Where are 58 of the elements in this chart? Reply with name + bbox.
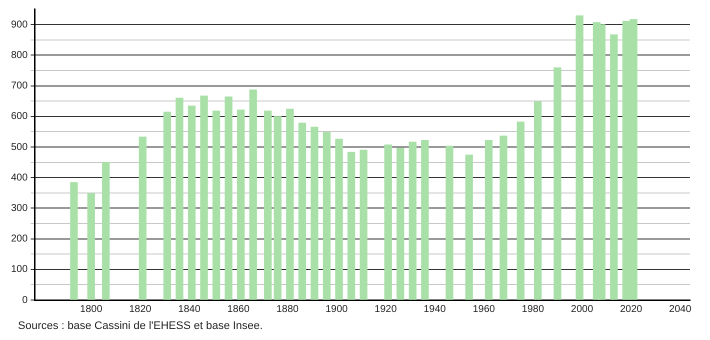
- bar: [264, 110, 272, 300]
- y-tick-label: 400: [10, 172, 28, 184]
- bar: [163, 112, 172, 300]
- bar: [360, 150, 368, 300]
- x-tick-label: 1860: [227, 304, 250, 315]
- bar: [138, 136, 147, 300]
- bar: [237, 110, 245, 300]
- x-tick-label: 1800: [80, 304, 103, 315]
- source-note: Sources : base Cassini de l'EHESS et base Insee.: [18, 320, 264, 332]
- x-tick-label: 1820: [129, 304, 152, 315]
- bar: [500, 136, 508, 300]
- bar: [249, 89, 257, 300]
- bar: [322, 132, 331, 300]
- y-tick-label: 800: [10, 50, 28, 61]
- bar: [286, 108, 294, 300]
- bar: [87, 193, 95, 300]
- bar: [310, 126, 318, 300]
- bar: [274, 116, 282, 300]
- bar: [384, 144, 392, 300]
- bar: [465, 154, 473, 300]
- bar: [554, 67, 562, 300]
- bar: [298, 122, 306, 300]
- bar: [335, 138, 343, 300]
- x-tick-label: 2000: [570, 304, 594, 315]
- y-tick-label: 700: [10, 80, 28, 92]
- x-tick-label: 1920: [374, 304, 398, 315]
- x-tick-label: 1900: [325, 304, 348, 315]
- bar: [421, 140, 429, 300]
- bar: [446, 146, 454, 300]
- y-tick-label: 500: [10, 142, 28, 153]
- y-tick-label: 200: [10, 234, 28, 245]
- bar: [534, 101, 542, 300]
- bar: [200, 96, 208, 300]
- x-tick-label: 1940: [424, 304, 446, 315]
- x-tick-label: 2020: [620, 304, 643, 315]
- x-tick-label: 1840: [178, 304, 201, 315]
- bar: [408, 142, 416, 300]
- bar: [484, 140, 493, 300]
- y-tick-label: 600: [10, 111, 28, 122]
- y-tick-label: 900: [10, 19, 28, 30]
- bar: [224, 96, 232, 300]
- x-tick-label: 1960: [472, 304, 496, 315]
- bar: [347, 152, 356, 300]
- y-tick-label: 300: [10, 202, 28, 214]
- y-tick-label: 100: [10, 264, 28, 276]
- bar: [610, 34, 618, 300]
- bar: [176, 98, 184, 300]
- bar: [70, 182, 78, 300]
- bar: [102, 162, 110, 300]
- x-tick-label: 1980: [522, 304, 544, 315]
- x-tick-label: 2040: [669, 304, 692, 315]
- bar: [516, 122, 524, 300]
- bar: [212, 110, 220, 300]
- bar: [188, 106, 196, 300]
- bar: [576, 15, 584, 300]
- y-tick-label: 0: [22, 294, 28, 306]
- bar: [396, 148, 404, 300]
- x-tick-label: 1880: [276, 304, 300, 315]
